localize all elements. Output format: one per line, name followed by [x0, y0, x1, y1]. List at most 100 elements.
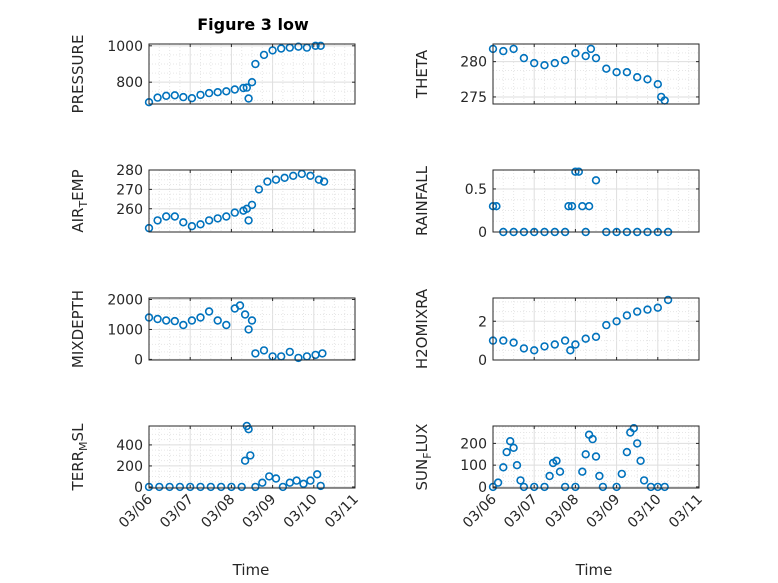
- data-point: [632, 72, 642, 82]
- data-point: [258, 478, 267, 487]
- data-point: [153, 314, 162, 324]
- subplot-6: 0 2 H2OMIXRA: [413, 288, 700, 369]
- data-point: [540, 342, 549, 351]
- data-point: [251, 349, 260, 358]
- data-point: [529, 58, 539, 68]
- axes-box: [148, 169, 356, 233]
- data-point: [222, 320, 231, 330]
- y-tick-label: 260: [116, 202, 143, 218]
- data-point: [311, 41, 320, 50]
- data-point: [204, 216, 214, 225]
- data-point: [519, 344, 529, 353]
- data-point: [560, 55, 570, 65]
- data-point: [247, 316, 257, 325]
- data-point: [560, 482, 570, 492]
- data-point: [629, 424, 638, 433]
- data-point: [560, 336, 570, 345]
- data-point: [230, 208, 240, 217]
- data-point: [550, 58, 559, 68]
- data-point: [175, 482, 185, 492]
- data-point: [213, 214, 222, 223]
- data-point: [206, 482, 216, 492]
- data-point: [170, 91, 180, 100]
- data-point: [663, 295, 673, 305]
- data-point: [586, 44, 596, 54]
- axes-box: [148, 43, 356, 105]
- data-point: [660, 482, 669, 492]
- data-point: [230, 85, 240, 94]
- y-tick-label: 0: [478, 353, 487, 369]
- data-point: [170, 212, 180, 221]
- data-point: [319, 177, 329, 186]
- data-point: [242, 83, 252, 92]
- data-point: [612, 317, 621, 326]
- data-series: [144, 169, 329, 233]
- data-point: [571, 48, 580, 58]
- data-point: [653, 79, 662, 89]
- y-tick-label: 2000: [107, 292, 143, 308]
- data-point: [540, 60, 549, 70]
- data-point: [502, 447, 511, 457]
- data-point: [643, 305, 652, 314]
- data-point: [571, 482, 580, 492]
- data-point: [153, 216, 162, 225]
- data-point: [632, 307, 642, 316]
- y-axis-label: MIXDEPTH: [69, 290, 87, 368]
- y-tick-label: 0: [478, 480, 487, 496]
- data-point: [222, 87, 231, 96]
- data-point: [289, 171, 298, 181]
- data-point: [622, 67, 632, 77]
- data-point: [578, 467, 587, 476]
- data-point: [271, 175, 281, 184]
- data-point: [595, 471, 604, 481]
- y-tick-label: 0: [478, 225, 487, 241]
- y-tick-label: 280: [116, 163, 143, 179]
- y-tick-label: 280: [460, 55, 487, 71]
- data-point: [529, 482, 539, 492]
- data-point: [567, 202, 577, 211]
- axes-box: [148, 425, 356, 489]
- data-point: [263, 177, 272, 186]
- y-tick-label: 100: [460, 458, 487, 474]
- data-point: [493, 478, 503, 487]
- y-tick-label: 0: [134, 480, 143, 496]
- y-tick-label: 270: [116, 182, 143, 198]
- subplot-4: 0 0.5 RAINFALL: [413, 165, 700, 241]
- data-point: [529, 346, 539, 355]
- data-point: [622, 311, 632, 320]
- data-point: [617, 469, 626, 479]
- data-point: [294, 42, 303, 51]
- data-point: [244, 325, 253, 334]
- data-point: [639, 476, 649, 485]
- subplot-3: 260 270 280 AIRTEMP: [69, 163, 356, 233]
- data-point: [244, 216, 253, 225]
- data-point: [584, 202, 594, 211]
- data-point: [571, 340, 580, 349]
- data-point: [227, 482, 236, 492]
- data-point: [186, 482, 195, 492]
- subplot-1: 800 1000 PRESSURE: [69, 35, 356, 114]
- y-axis-label: PRESSURE: [69, 35, 87, 114]
- data-point: [196, 482, 205, 492]
- y-tick-label: 0: [134, 352, 143, 368]
- data-point: [509, 338, 518, 347]
- data-point: [555, 467, 565, 476]
- x-axis-label-right: Time: [575, 561, 613, 579]
- data-point: [316, 481, 325, 491]
- data-point: [509, 44, 518, 54]
- data-point: [277, 44, 286, 53]
- data-point: [643, 75, 652, 84]
- y-tick-label: 275: [460, 90, 487, 106]
- y-tick-label: 1000: [107, 39, 143, 55]
- data-point: [318, 349, 327, 358]
- y-axis-label: RAINFALL: [413, 165, 431, 236]
- data-point: [306, 476, 315, 485]
- y-tick-label: 400: [116, 438, 143, 454]
- data-point: [187, 316, 197, 325]
- data-point: [239, 83, 248, 93]
- data-point: [242, 204, 252, 214]
- data-point: [571, 167, 580, 176]
- y-axis-label: TERRMSL: [69, 423, 90, 492]
- data-point: [306, 171, 315, 181]
- data-point: [240, 310, 250, 319]
